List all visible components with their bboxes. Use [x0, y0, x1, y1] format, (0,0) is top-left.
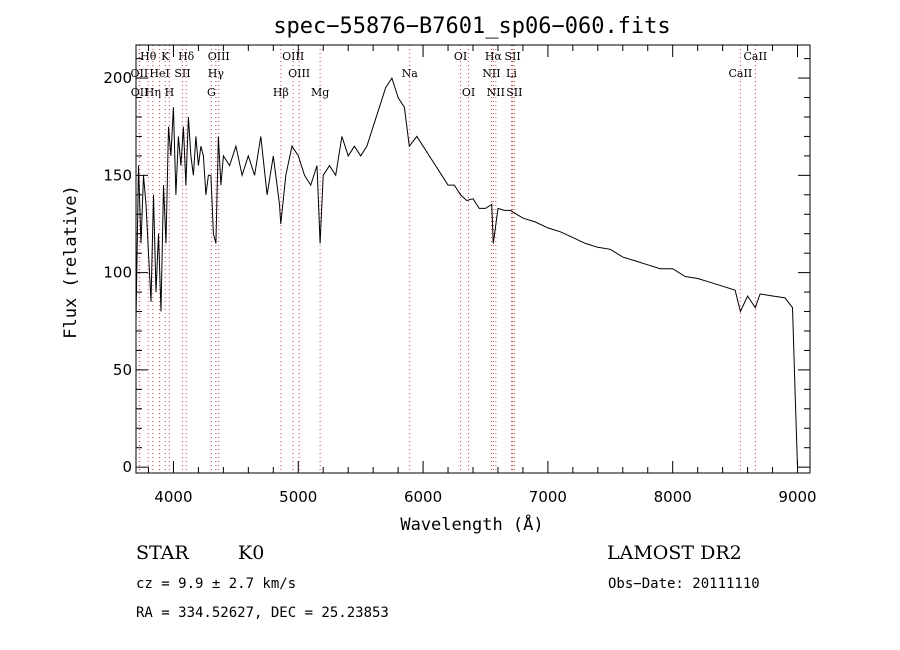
x-tick-label: 8000: [654, 488, 692, 506]
line-label: H: [165, 86, 175, 99]
y-tick-label: 50: [113, 361, 132, 379]
line-label: CaII: [729, 67, 753, 80]
line-label: Hδ: [178, 50, 195, 63]
line-label: OII: [131, 86, 149, 99]
line-label: Hα: [485, 50, 503, 63]
chart-title: spec−55876−B7601_sp06−060.fits: [273, 14, 670, 39]
x-tick-label: 9000: [778, 488, 816, 506]
line-label: NII: [487, 86, 505, 99]
spectrum-series: [135, 76, 798, 468]
line-label: SII: [174, 67, 190, 80]
redshift-cz: cz = 9.9 ± 2.7 km/s: [136, 576, 297, 592]
y-tick-label: 200: [103, 69, 132, 87]
subclass: K0: [238, 542, 265, 564]
line-label: SII: [504, 50, 520, 63]
y-axis: 0 50 100 150 200: [103, 58, 810, 476]
object-class: STAR: [136, 542, 189, 564]
line-label: Hβ: [273, 86, 289, 99]
spectrum-line: [135, 76, 798, 468]
line-label: K: [161, 50, 170, 63]
survey-name: LAMOST DR2: [607, 542, 742, 564]
line-label: CaII: [743, 50, 767, 63]
line-label: G: [207, 86, 216, 99]
x-tick-label: 6000: [404, 488, 442, 506]
line-label: SII: [506, 86, 522, 99]
spectral-line-markers: [138, 45, 756, 473]
line-label: Hθ: [140, 50, 157, 63]
line-label: Hγ: [208, 67, 225, 80]
x-axis: 4000 5000 6000 7000 8000 9000: [147, 45, 817, 506]
y-tick-label: 0: [122, 458, 132, 476]
x-tick-label: 4000: [154, 488, 192, 506]
x-tick-label: 7000: [529, 488, 567, 506]
x-tick-label: 5000: [279, 488, 317, 506]
line-label: Na: [402, 67, 419, 80]
line-label: OII: [131, 67, 149, 80]
y-tick-label: 150: [103, 166, 132, 184]
observation-date: Obs−Date: 20111110: [608, 576, 760, 592]
line-label: Li: [506, 67, 517, 80]
line-label: OI: [462, 86, 475, 99]
line-label: OI: [454, 50, 467, 63]
line-label: Mg: [311, 86, 329, 99]
line-label: OIII: [282, 50, 304, 63]
line-label: Hη: [145, 86, 161, 99]
line-label: NII: [482, 67, 500, 80]
y-axis-label: Flux (relative): [61, 185, 81, 339]
line-label: OIII: [208, 50, 230, 63]
line-label: OIII: [288, 67, 310, 80]
line-label: HeI: [149, 67, 169, 80]
coordinates: RA = 334.52627, DEC = 25.23853: [136, 605, 389, 621]
plot-frame: [135, 44, 811, 474]
y-tick-label: 100: [103, 264, 132, 282]
x-axis-label: Wavelength (Å): [400, 513, 543, 535]
